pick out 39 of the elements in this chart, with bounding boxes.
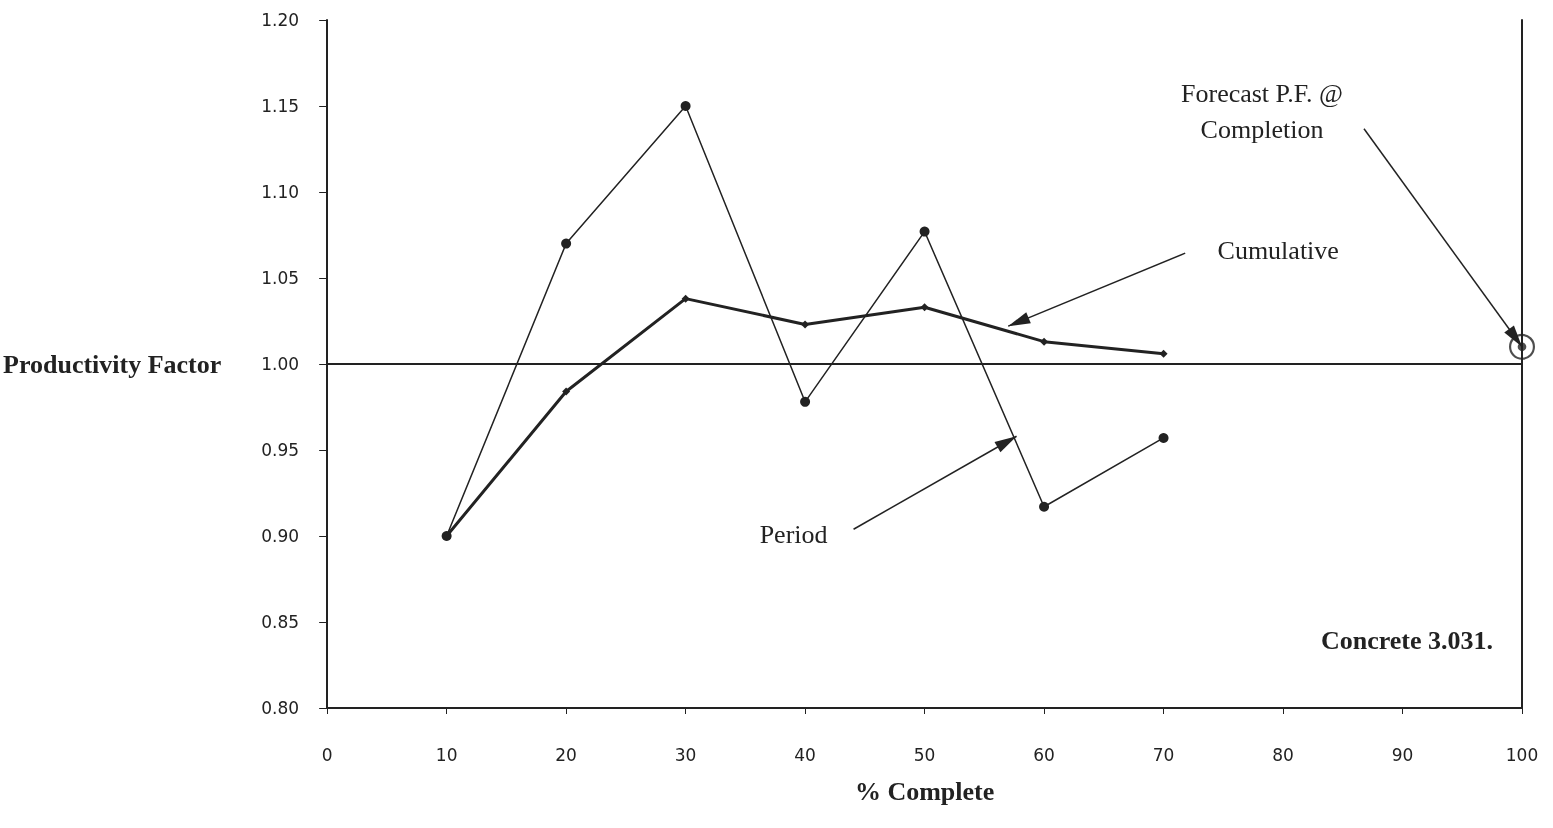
- x-tick-label: 0: [321, 744, 333, 765]
- y-tick-label: 1.05: [261, 268, 300, 288]
- annotation: Concrete 3.031.: [1320, 625, 1494, 655]
- x-tick-label: 50: [913, 744, 936, 765]
- point: [920, 303, 929, 312]
- point: [1158, 432, 1169, 443]
- annotation: Forecast P.F. @ Completion: [1181, 79, 1343, 145]
- x-tick-label: 20: [555, 744, 577, 765]
- annotation: Cumulative: [1217, 235, 1339, 265]
- point: [561, 238, 572, 249]
- y-tick-label: 0.85: [261, 612, 300, 632]
- x-tick-label: 90: [1391, 744, 1414, 765]
- point: [1040, 337, 1049, 346]
- y-tick-label: 0.80: [261, 698, 300, 718]
- x-tick-label: 30: [674, 744, 697, 765]
- point: [1159, 349, 1168, 358]
- x-tick-label: 60: [1033, 744, 1055, 765]
- x-axis-title: % Complete: [854, 776, 995, 806]
- point: [1039, 501, 1050, 512]
- point: [919, 226, 930, 237]
- y-tick-label: 0.90: [261, 526, 300, 546]
- y-tick-label: 1.10: [261, 182, 300, 202]
- point: [681, 294, 690, 303]
- x-tick-label: 100: [1505, 744, 1539, 765]
- point: [801, 320, 810, 329]
- point: [680, 101, 691, 111]
- x-tick-label: 10: [435, 744, 458, 765]
- y-tick-label: 0.95: [261, 440, 300, 460]
- y-tick-label: 1.15: [261, 96, 300, 116]
- y-axis-title: Productivity Factor: [3, 349, 222, 379]
- point: [1509, 333, 1535, 360]
- point: [800, 396, 811, 407]
- x-tick-label: 80: [1272, 744, 1294, 765]
- y-tick-label: 1.20: [261, 10, 300, 30]
- point: [562, 387, 571, 396]
- y-tick-label: 1.00: [261, 354, 300, 374]
- x-tick-label: 40: [794, 744, 816, 765]
- x-tick-label: 70: [1152, 744, 1175, 765]
- annotation: Period: [759, 519, 828, 549]
